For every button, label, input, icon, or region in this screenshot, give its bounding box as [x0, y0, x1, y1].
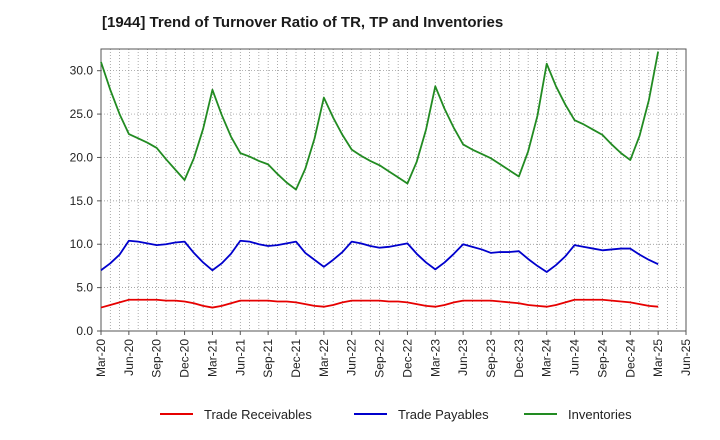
series-layer — [100, 51, 660, 309]
series-line-trade-receivables — [100, 298, 659, 309]
y-tick-label: 30.0 — [70, 64, 94, 78]
y-tick-label: 25.0 — [70, 107, 94, 121]
x-tick-label: Jun-23 — [456, 339, 470, 376]
y-tick-label: 15.0 — [70, 194, 94, 208]
x-tick-label: Dec-21 — [289, 339, 303, 378]
grid-layer — [101, 49, 686, 331]
x-tick-label: Dec-20 — [178, 339, 192, 378]
series-line-inventories — [100, 51, 660, 191]
x-tick-label: Dec-23 — [512, 339, 526, 378]
x-tick-label: Jun-20 — [122, 339, 136, 376]
y-tick-label: 20.0 — [70, 150, 94, 164]
y-tick-label: 5.0 — [76, 281, 93, 295]
x-tick-label: Sep-21 — [261, 339, 275, 378]
x-tick-label: Mar-21 — [205, 339, 219, 377]
x-tick-label: Sep-23 — [484, 339, 498, 378]
series-line-trade-payables — [100, 239, 659, 273]
legend: Trade Receivables Trade Payables Inventori… — [160, 407, 632, 422]
x-tick-label: Mar-23 — [428, 339, 442, 377]
x-tick-label: Dec-22 — [400, 339, 414, 378]
y-tick-label: 10.0 — [70, 237, 94, 251]
legend-label-trade-payables: Trade Payables — [398, 407, 489, 422]
x-tick-label: Mar-25 — [651, 339, 665, 377]
legend-label-trade-receivables: Trade Receivables — [204, 407, 312, 422]
x-tick-label: Sep-22 — [373, 339, 387, 378]
x-tick-label: Sep-20 — [150, 339, 164, 378]
legend-label-inventories: Inventories — [568, 407, 632, 422]
plot-frame — [100, 48, 687, 332]
x-tick-label: Mar-20 — [94, 339, 108, 377]
x-tick-label: Mar-24 — [540, 339, 554, 377]
x-tick-label: Jun-22 — [345, 339, 359, 376]
chart-title: [1944] Trend of Turnover Ratio of TR, TP… — [102, 14, 504, 31]
x-tick-label: Mar-22 — [317, 339, 331, 377]
x-tick-label: Sep-24 — [595, 339, 609, 378]
x-tick-label: Jun-24 — [568, 339, 582, 376]
y-tick-label: 0.0 — [76, 324, 93, 338]
x-tick-label: Jun-25 — [679, 339, 693, 376]
x-tick-label: Jun-21 — [233, 339, 247, 376]
y-axis: 0.0 5.0 10.0 15.0 20.0 25.0 30.0 — [70, 64, 101, 338]
x-axis: Mar-20 Jun-20 Sep-20 Dec-20 Mar-21 Jun-21 Sep-… — [94, 331, 693, 378]
x-tick-label: Dec-24 — [623, 339, 637, 378]
